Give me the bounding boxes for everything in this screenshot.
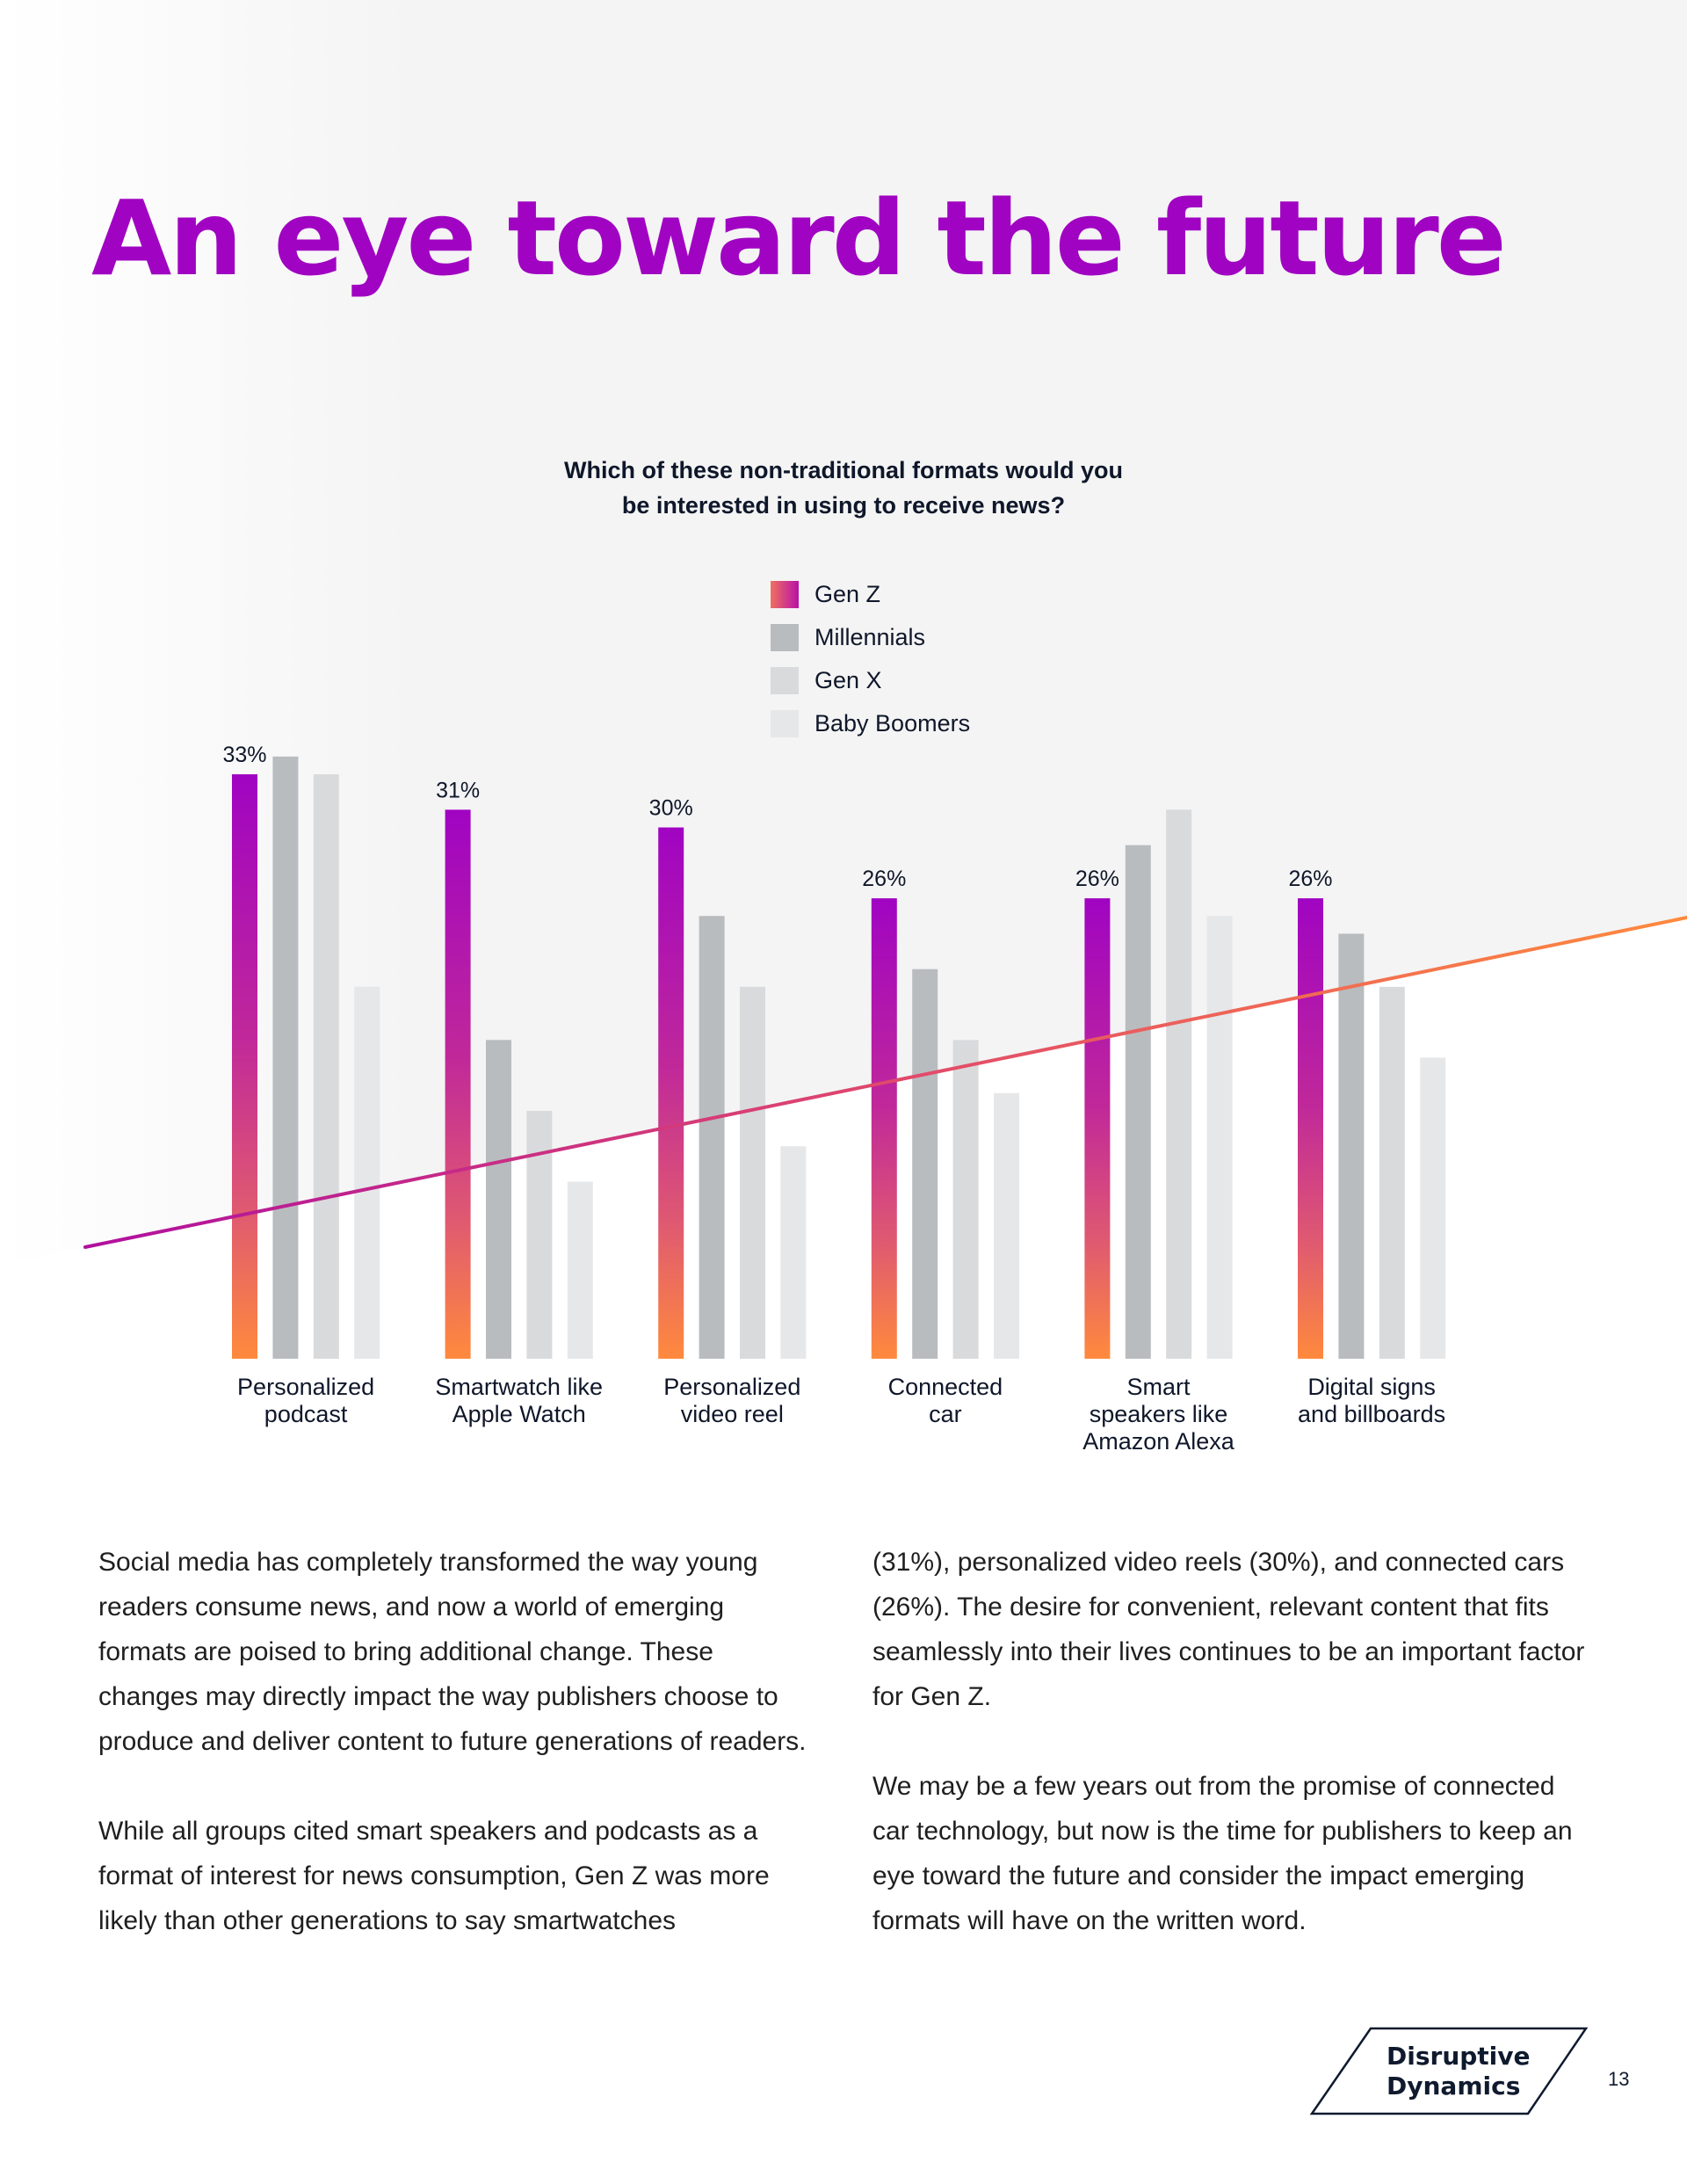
logo-parallelogram-icon bbox=[1309, 2027, 1589, 2115]
legend-swatch-gen-x bbox=[771, 667, 799, 694]
category-label-line: Personalized bbox=[663, 1374, 801, 1400]
bar-gen-z-personalized-video-reel bbox=[658, 827, 684, 1359]
category-label-line: Personalized bbox=[237, 1374, 375, 1400]
bar-millennials-connected-car bbox=[912, 969, 938, 1359]
category-label-line: Smart bbox=[1126, 1374, 1191, 1400]
logo-text: Disruptive Dynamics bbox=[1387, 2042, 1531, 2101]
category-label: Personalized video reel bbox=[626, 1374, 837, 1428]
legend-item-gen-z: Gen Z bbox=[771, 573, 970, 616]
value-labels-layer: 33% 31% 30% 26% 26% 26% bbox=[222, 743, 1332, 891]
bar-baby-boomers-personalized-podcast bbox=[354, 986, 380, 1359]
legend-swatch-baby-boomers bbox=[771, 710, 799, 737]
category-label-line: car bbox=[929, 1401, 962, 1427]
legend-swatch-gen-z bbox=[771, 581, 799, 608]
category-label-line: Smartwatch like bbox=[435, 1374, 603, 1400]
category-label-line: video reel bbox=[680, 1401, 784, 1427]
bar-baby-boomers-digital-signs-and-billboards bbox=[1420, 1057, 1446, 1359]
bar-millennials-digital-signs-and-billboards bbox=[1338, 933, 1365, 1359]
bar-baby-boomers-connected-car bbox=[994, 1092, 1019, 1359]
bar-gen-x-personalized-podcast bbox=[313, 774, 339, 1359]
value-label: 26% bbox=[1288, 867, 1332, 891]
body-paragraph: (31%), personalized video reels (30%), a… bbox=[872, 1548, 1585, 1711]
category-label-line: Connected bbox=[887, 1374, 1003, 1400]
value-label: 31% bbox=[436, 778, 480, 802]
bar-gen-z-personalized-podcast bbox=[232, 774, 257, 1359]
legend-label: Gen Z bbox=[815, 581, 881, 607]
bar-gen-x-personalized-video-reel bbox=[740, 986, 765, 1359]
chart-title-line: be interested in using to receive news? bbox=[621, 492, 1066, 519]
body-column-left: Social media has completely transformed … bbox=[98, 1540, 819, 1988]
category-label-line: and billboards bbox=[1298, 1401, 1446, 1427]
category-label-line: speakers like bbox=[1089, 1401, 1228, 1427]
value-label: 30% bbox=[649, 796, 693, 821]
category-label: Smart speakers like Amazon Alexa bbox=[1053, 1374, 1264, 1455]
legend-label: Millennials bbox=[815, 624, 926, 650]
value-label: 33% bbox=[222, 743, 266, 767]
bar-baby-boomers-smart-speakers-like-amazon-alexa bbox=[1206, 916, 1233, 1359]
chart-title-line: Which of these non-traditional formats w… bbox=[564, 457, 1123, 483]
bar-gen-x-digital-signs-and-billboards bbox=[1379, 986, 1405, 1359]
category-label: Smartwatch like Apple Watch bbox=[414, 1374, 625, 1428]
legend-label: Gen X bbox=[815, 667, 882, 693]
background-shade bbox=[0, 0, 1687, 1265]
brand-logo: Disruptive Dynamics bbox=[1309, 2026, 1590, 2117]
body-paragraph: Social media has completely transformed … bbox=[98, 1548, 807, 1756]
page-number: 13 bbox=[1608, 2068, 1630, 2090]
legend-label: Baby Boomers bbox=[815, 710, 971, 736]
bar-millennials-smart-speakers-like-amazon-alexa bbox=[1125, 845, 1151, 1359]
trend-line bbox=[83, 916, 1687, 1249]
bar-gen-z-smart-speakers-like-amazon-alexa bbox=[1084, 898, 1111, 1359]
category-label-line: Digital signs bbox=[1307, 1374, 1436, 1400]
body-column-right: (31%), personalized video reels (30%), a… bbox=[872, 1540, 1593, 1988]
chart-legend: Gen Z Millennials Gen X Baby Boomers bbox=[771, 573, 970, 745]
bar-gen-x-smartwatch-like-apple-watch bbox=[526, 1110, 553, 1359]
bars-layer bbox=[232, 756, 1446, 1359]
category-label-line: Amazon Alexa bbox=[1082, 1428, 1234, 1455]
value-label: 26% bbox=[862, 867, 906, 891]
legend-item-gen-x: Gen X bbox=[771, 659, 970, 702]
category-label-line: podcast bbox=[264, 1401, 348, 1427]
bar-millennials-personalized-video-reel bbox=[699, 916, 725, 1359]
bar-millennials-personalized-podcast bbox=[272, 756, 299, 1359]
page-title: An eye toward the future bbox=[91, 178, 1507, 299]
category-label: Digital signs and billboards bbox=[1266, 1374, 1477, 1428]
body-paragraph: We may be a few years out from the promi… bbox=[872, 1772, 1573, 1935]
value-label: 26% bbox=[1075, 867, 1119, 891]
bar-gen-z-smartwatch-like-apple-watch bbox=[445, 809, 471, 1359]
bar-baby-boomers-personalized-video-reel bbox=[780, 1146, 807, 1359]
legend-swatch-millennials bbox=[771, 624, 799, 651]
logo-line: Dynamics bbox=[1387, 2072, 1521, 2101]
logo-line: Disruptive bbox=[1387, 2042, 1531, 2071]
legend-item-millennials: Millennials bbox=[771, 616, 970, 659]
bar-gen-z-connected-car bbox=[871, 898, 897, 1359]
bar-gen-x-connected-car bbox=[952, 1040, 979, 1359]
bar-gen-x-smart-speakers-like-amazon-alexa bbox=[1166, 809, 1192, 1359]
body-paragraph: While all groups cited smart speakers an… bbox=[98, 1817, 770, 1935]
legend-item-baby-boomers: Baby Boomers bbox=[771, 702, 970, 745]
bar-baby-boomers-smartwatch-like-apple-watch bbox=[567, 1181, 593, 1359]
category-label-line: Apple Watch bbox=[452, 1401, 586, 1427]
category-label: Personalized podcast bbox=[200, 1374, 411, 1428]
chart-title: Which of these non-traditional formats w… bbox=[492, 453, 1195, 523]
category-label: Connected car bbox=[840, 1374, 1051, 1428]
bar-gen-z-digital-signs-and-billboards bbox=[1298, 898, 1323, 1359]
bar-millennials-smartwatch-like-apple-watch bbox=[486, 1040, 511, 1359]
bar-chart: 33% 31% 30% 26% 26% 26% bbox=[83, 743, 1687, 1359]
